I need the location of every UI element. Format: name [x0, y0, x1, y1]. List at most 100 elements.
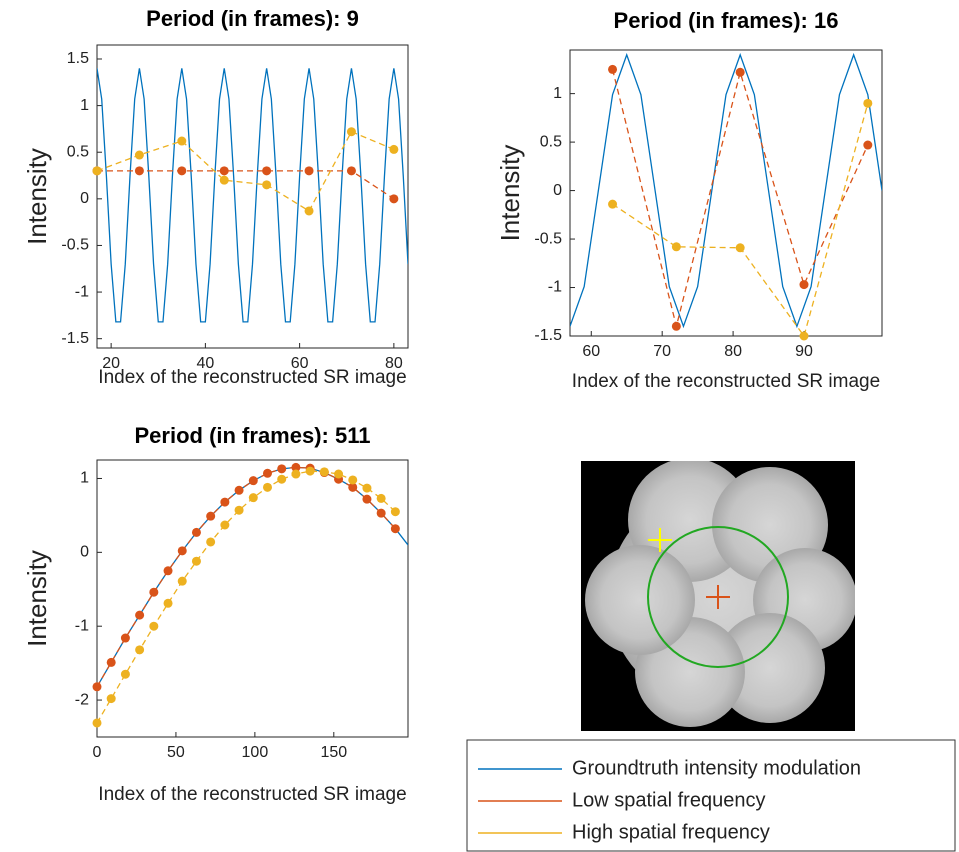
y-tick-label: 1: [80, 97, 89, 114]
y-axis-label: Intensity: [22, 148, 52, 245]
sample-image: [581, 458, 857, 731]
data-point: [121, 670, 130, 679]
y-tick-label: 1: [553, 85, 562, 102]
data-point: [192, 557, 201, 566]
data-point: [121, 634, 130, 643]
y-tick-label: -0.5: [61, 237, 89, 254]
y-tick-label: 0.5: [67, 143, 89, 160]
data-point: [249, 493, 258, 502]
y-tick-label: -1: [75, 617, 89, 634]
data-point: [362, 495, 371, 504]
y-tick-label: 1.5: [67, 50, 89, 67]
data-point: [220, 176, 229, 185]
data-point: [263, 483, 272, 492]
x-axis-label: Index of the reconstructed SR image: [98, 784, 406, 805]
y-tick-label: -1: [75, 283, 89, 300]
data-point: [135, 645, 144, 654]
x-axis-label: Index of the reconstructed SR image: [98, 367, 406, 388]
data-point: [149, 622, 158, 631]
y-tick-label: -1.5: [534, 327, 562, 344]
x-tick-label: 60: [291, 355, 309, 372]
x-tick-label: 40: [196, 355, 214, 372]
x-tick-label: 90: [795, 343, 813, 360]
chart-title: Period (in frames): 16: [614, 8, 839, 33]
data-point: [206, 537, 215, 546]
data-point: [389, 194, 398, 203]
chart: Period (in frames): 16 Index of the recon…: [495, 8, 882, 392]
data-point: [206, 512, 215, 521]
data-point: [164, 599, 173, 608]
x-tick-label: 70: [653, 343, 671, 360]
data-point: [334, 470, 343, 479]
data-point: [863, 99, 872, 108]
data-point: [192, 528, 201, 537]
data-point: [320, 467, 329, 476]
y-axis-label: Intensity: [22, 550, 52, 647]
data-point: [93, 718, 102, 727]
data-point: [347, 166, 356, 175]
data-point: [391, 507, 400, 516]
data-point: [277, 475, 286, 484]
data-point: [178, 546, 187, 555]
y-tick-label: 0: [80, 190, 89, 207]
data-point: [391, 524, 400, 533]
data-point: [800, 332, 809, 341]
x-tick-label: 80: [724, 343, 742, 360]
data-point: [164, 566, 173, 575]
data-point: [262, 166, 271, 175]
y-tick-label: -0.5: [534, 230, 562, 247]
data-point: [736, 68, 745, 77]
data-point: [305, 206, 314, 215]
data-point: [263, 469, 272, 478]
data-point: [277, 464, 286, 473]
data-point: [291, 470, 300, 479]
x-tick-label: 0: [93, 744, 102, 761]
legend-label: Low spatial frequency: [572, 789, 765, 811]
y-axis-label: Intensity: [495, 145, 525, 242]
data-point: [348, 475, 357, 484]
data-point: [149, 588, 158, 597]
data-point: [377, 494, 386, 503]
y-tick-label: -1.5: [61, 330, 89, 347]
data-point: [220, 521, 229, 530]
data-point: [220, 166, 229, 175]
data-point: [93, 682, 102, 691]
data-point: [863, 141, 872, 150]
x-tick-label: 50: [167, 744, 185, 761]
data-point: [389, 145, 398, 154]
data-point: [362, 484, 371, 493]
y-tick-label: 0: [80, 544, 89, 561]
x-tick-label: 20: [102, 355, 120, 372]
data-point: [135, 151, 144, 160]
data-point: [93, 166, 102, 175]
legend-label: Groundtruth intensity modulation: [572, 757, 861, 779]
data-point: [608, 200, 617, 209]
x-tick-label: 150: [320, 744, 347, 761]
legend-label: High spatial frequency: [572, 821, 770, 843]
data-point: [107, 694, 116, 703]
data-point: [249, 476, 258, 485]
data-point: [235, 506, 244, 515]
y-tick-label: -1: [548, 279, 562, 296]
data-point: [736, 243, 745, 252]
data-point: [135, 166, 144, 175]
y-tick-label: -2: [75, 691, 89, 708]
y-tick-label: 0: [553, 182, 562, 199]
data-point: [608, 65, 617, 74]
x-tick-label: 100: [242, 744, 269, 761]
y-tick-label: 0.5: [540, 133, 562, 150]
data-point: [672, 322, 681, 331]
data-point: [235, 486, 244, 495]
data-point: [177, 137, 186, 146]
figure: Groundtruth intensity modulation Low spat…: [0, 0, 959, 852]
y-tick-label: 1: [80, 470, 89, 487]
data-point: [377, 509, 386, 518]
data-point: [306, 467, 315, 476]
x-tick-label: 80: [385, 355, 403, 372]
data-point: [178, 577, 187, 586]
x-axis-label: Index of the reconstructed SR image: [572, 371, 880, 392]
data-point: [800, 280, 809, 289]
data-point: [305, 166, 314, 175]
